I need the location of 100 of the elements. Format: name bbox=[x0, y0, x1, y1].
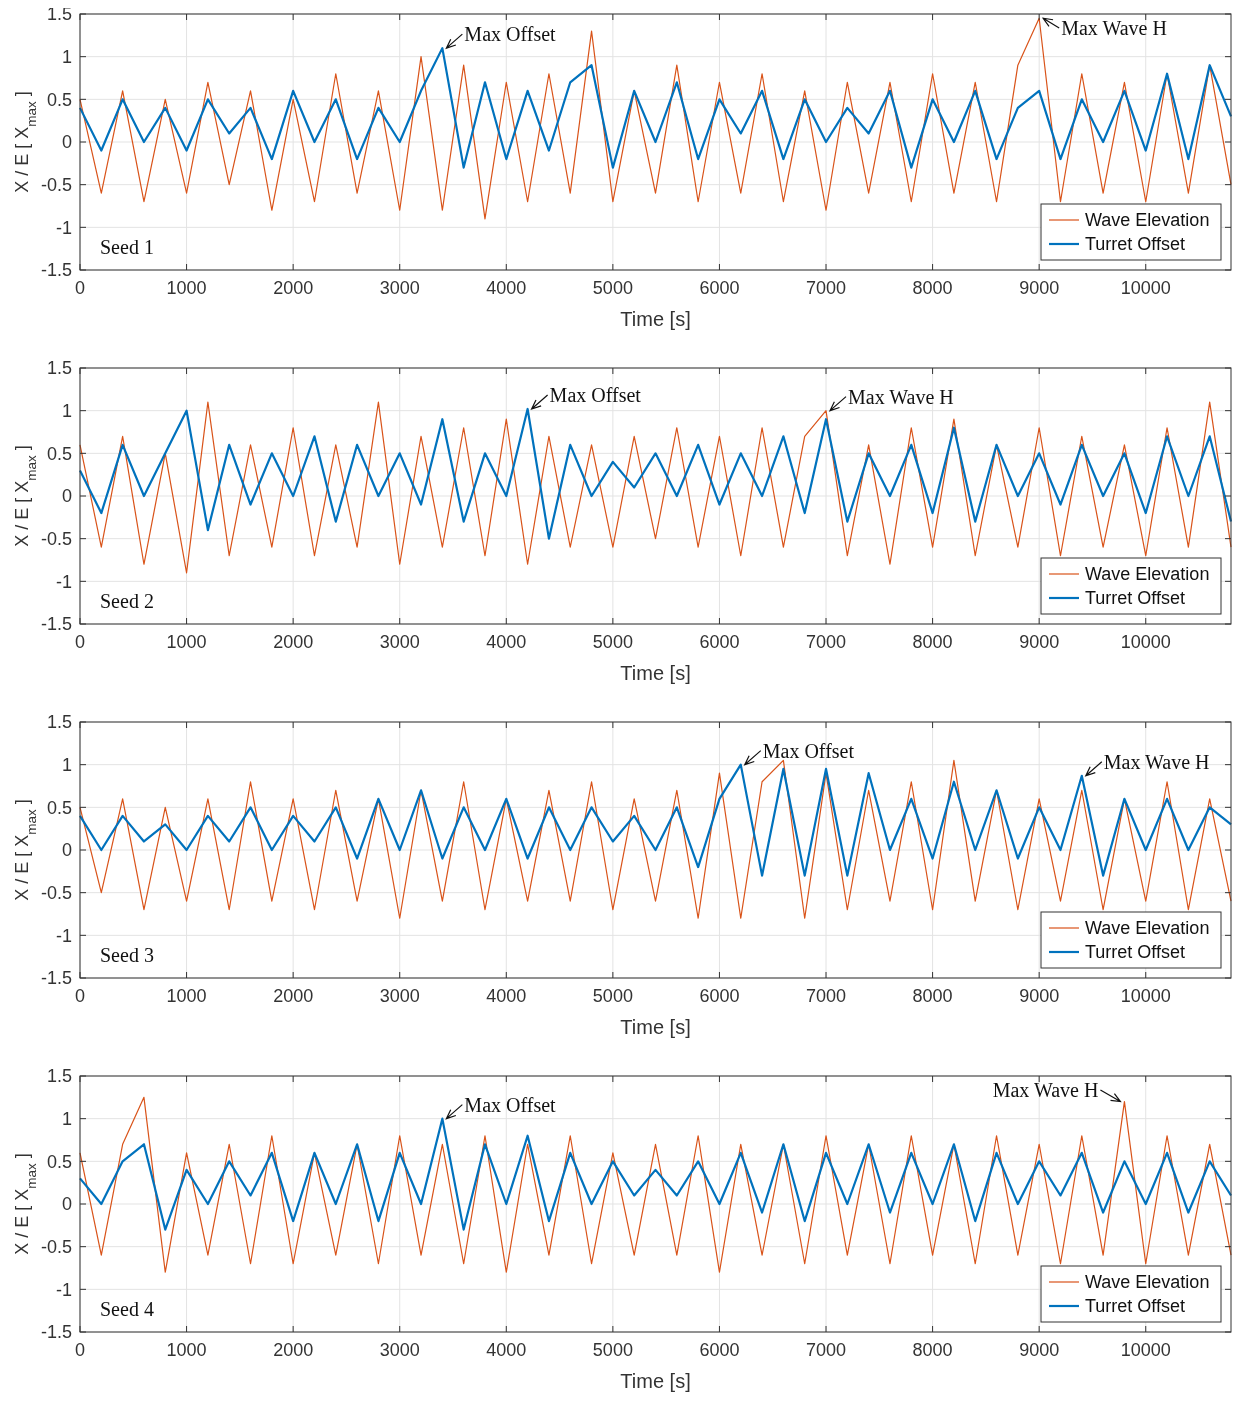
x-tick-label: 5000 bbox=[592, 1340, 633, 1360]
legend-label: Turret Offset bbox=[1085, 234, 1186, 255]
y-tick-label: -1 bbox=[55, 217, 72, 238]
x-tick-label: 7000 bbox=[806, 632, 847, 652]
x-axis-title: Time [s] bbox=[620, 1370, 691, 1392]
x-tick-label: 3000 bbox=[379, 632, 420, 652]
legend-label: Turret Offset bbox=[1085, 588, 1186, 609]
legend-label: Wave Elevation bbox=[1085, 564, 1210, 585]
annotation: Seed 3 bbox=[100, 944, 154, 966]
legend-label: Turret Offset bbox=[1085, 1296, 1186, 1317]
x-tick-label: 10000 bbox=[1120, 986, 1171, 1006]
annotation: Max Wave H bbox=[1103, 750, 1210, 773]
y-tick-label: 0 bbox=[61, 132, 72, 153]
x-tick-label: 7000 bbox=[806, 986, 847, 1006]
y-tick-label: -0.5 bbox=[40, 882, 72, 903]
x-tick-label: 4000 bbox=[486, 986, 527, 1006]
annotation: Max Wave H bbox=[992, 1079, 1099, 1101]
y-tick-label: -1.5 bbox=[40, 614, 72, 635]
x-tick-label: 4000 bbox=[486, 278, 527, 298]
x-tick-label: 5000 bbox=[592, 632, 633, 652]
x-tick-label: 1000 bbox=[166, 632, 207, 652]
y-tick-label: 0.5 bbox=[46, 89, 72, 110]
y-tick-label: 0 bbox=[61, 486, 72, 507]
y-tick-label: 1 bbox=[61, 46, 72, 67]
y-tick-label: 0 bbox=[61, 840, 72, 861]
annotation: Seed 1 bbox=[100, 236, 154, 258]
annotation: Max Offset bbox=[464, 1093, 557, 1116]
x-tick-label: 8000 bbox=[912, 278, 953, 298]
y-tick-label: -0.5 bbox=[40, 528, 72, 549]
x-tick-label: 8000 bbox=[912, 632, 953, 652]
y-tick-label: 0.5 bbox=[46, 1151, 72, 1172]
x-tick-label: 4000 bbox=[486, 632, 527, 652]
legend-label: Wave Elevation bbox=[1085, 210, 1210, 231]
y-tick-label: 0.5 bbox=[46, 797, 72, 818]
line-series bbox=[78, 47, 1233, 169]
y-tick-label: 1 bbox=[61, 400, 72, 421]
x-tick-label: 2000 bbox=[273, 1340, 314, 1360]
x-tick-label: 2000 bbox=[273, 278, 314, 298]
x-tick-label: 6000 bbox=[699, 632, 740, 652]
y-tick-label: 1 bbox=[61, 754, 72, 775]
y-tick-label: -1 bbox=[55, 925, 72, 946]
y-tick-label: -0.5 bbox=[40, 174, 72, 195]
y-tick-label: -1.5 bbox=[40, 1322, 72, 1343]
x-tick-label: 10000 bbox=[1120, 278, 1171, 298]
y-tick-label: -1.5 bbox=[40, 968, 72, 989]
x-tick-label: 9000 bbox=[1019, 278, 1060, 298]
legend-label: Wave Elevation bbox=[1085, 918, 1210, 939]
x-tick-label: 1000 bbox=[166, 278, 207, 298]
x-tick-label: 9000 bbox=[1019, 1340, 1060, 1360]
x-tick-label: 7000 bbox=[806, 278, 847, 298]
x-axis-title: Time [s] bbox=[620, 1016, 691, 1038]
x-tick-label: 3000 bbox=[379, 986, 420, 1006]
annotation: Max Offset bbox=[464, 23, 557, 46]
x-tick-label: 2000 bbox=[273, 986, 314, 1006]
x-tick-label: 0 bbox=[74, 278, 86, 298]
y-tick-label: 1.5 bbox=[46, 358, 72, 379]
annotation: Max Offset bbox=[762, 739, 855, 762]
x-axis-title: Time [s] bbox=[620, 308, 691, 330]
x-tick-label: 10000 bbox=[1120, 632, 1171, 652]
y-tick-label: 1.5 bbox=[46, 1066, 72, 1087]
annotation: Max Wave H bbox=[848, 385, 954, 408]
annotation: Seed 4 bbox=[100, 1298, 154, 1320]
annotation: Max Offset bbox=[549, 383, 642, 406]
x-tick-label: 3000 bbox=[379, 278, 420, 298]
annotation: Max Wave H bbox=[1061, 17, 1167, 39]
x-tick-label: 2000 bbox=[273, 632, 314, 652]
x-axis-title: Time [s] bbox=[620, 662, 691, 684]
x-tick-label: 5000 bbox=[592, 278, 633, 298]
x-tick-label: 7000 bbox=[806, 1340, 847, 1360]
x-tick-label: 8000 bbox=[912, 986, 953, 1006]
y-tick-label: 1 bbox=[61, 1108, 72, 1129]
x-tick-label: 6000 bbox=[699, 986, 740, 1006]
legend-label: Turret Offset bbox=[1085, 942, 1186, 963]
x-tick-label: 4000 bbox=[486, 1340, 527, 1360]
y-tick-label: 1.5 bbox=[46, 4, 72, 25]
x-tick-label: 1000 bbox=[166, 1340, 207, 1360]
x-tick-label: 0 bbox=[74, 632, 86, 652]
x-tick-label: 3000 bbox=[379, 1340, 420, 1360]
line-series bbox=[78, 1117, 1233, 1231]
y-tick-label: 0.5 bbox=[46, 443, 72, 464]
y-tick-label: -1 bbox=[55, 571, 72, 592]
x-tick-label: 6000 bbox=[699, 278, 740, 298]
x-tick-label: 9000 bbox=[1019, 632, 1060, 652]
x-tick-label: 0 bbox=[74, 986, 86, 1006]
x-tick-label: 10000 bbox=[1120, 1340, 1171, 1360]
x-tick-label: 6000 bbox=[699, 1340, 740, 1360]
legend-label: Wave Elevation bbox=[1085, 1272, 1210, 1293]
line-series bbox=[79, 1096, 1232, 1273]
x-tick-label: 1000 bbox=[166, 986, 207, 1006]
x-tick-label: 9000 bbox=[1019, 986, 1060, 1006]
y-tick-label: 0 bbox=[61, 1194, 72, 1215]
line-series bbox=[78, 407, 1233, 540]
x-tick-label: 8000 bbox=[912, 1340, 953, 1360]
annotation: Seed 2 bbox=[100, 590, 154, 612]
x-tick-label: 0 bbox=[74, 1340, 86, 1360]
y-tick-label: -0.5 bbox=[40, 1236, 72, 1257]
x-tick-label: 5000 bbox=[592, 986, 633, 1006]
y-tick-label: -1 bbox=[55, 1279, 72, 1300]
y-tick-label: 1.5 bbox=[46, 712, 72, 733]
y-tick-label: -1.5 bbox=[40, 260, 72, 281]
